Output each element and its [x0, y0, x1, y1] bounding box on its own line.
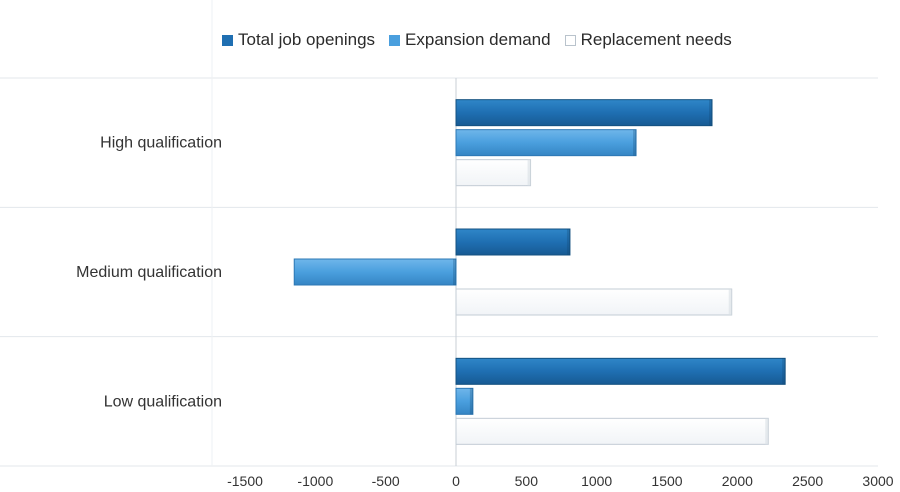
bar — [455, 387, 474, 415]
bar-edge — [566, 229, 570, 255]
x-tick-label: -1500 — [227, 473, 263, 489]
legend-label-replacement: Replacement needs — [580, 30, 732, 49]
legend-item-replacement-needs: Replacement needs — [564, 30, 732, 50]
legend-swatch-total — [222, 34, 233, 46]
x-tick-label: 0 — [452, 473, 460, 489]
bar-edge — [453, 259, 456, 285]
legend-item-total-job-openings: Total job openings — [222, 30, 375, 50]
bar — [455, 357, 786, 385]
bar-edge — [633, 129, 637, 156]
bar-edge — [782, 358, 786, 385]
bar — [455, 288, 733, 316]
chart-legend: Total job openings Expansion demand Repl… — [222, 30, 732, 50]
bar — [455, 228, 571, 256]
x-tick-label: 2000 — [722, 473, 753, 489]
bar — [455, 159, 532, 187]
bar — [293, 258, 457, 286]
legend-label-total: Total job openings — [238, 30, 376, 49]
x-tick-label: -500 — [372, 473, 400, 489]
bar-edge — [527, 159, 531, 186]
bar-edge — [728, 289, 732, 315]
x-tick-label: 2500 — [792, 473, 823, 489]
x-tick-label: 1000 — [581, 473, 612, 489]
bar — [455, 99, 713, 127]
category-label: Medium qualification — [76, 264, 222, 281]
bar — [455, 417, 769, 445]
bar-edge — [469, 388, 473, 415]
x-tick-label: 3000 — [862, 473, 893, 489]
x-tick-label: -1000 — [297, 473, 333, 489]
legend-swatch-replacement — [564, 34, 576, 46]
legend-item-expansion-demand: Expansion demand — [389, 30, 551, 50]
x-tick-label: 1500 — [651, 473, 682, 489]
category-label: High qualification — [100, 135, 222, 152]
bar-edge — [709, 99, 713, 126]
bar-edge — [765, 418, 769, 445]
bar — [455, 129, 637, 157]
category-label: Low qualification — [104, 393, 222, 410]
legend-swatch-expansion — [389, 34, 401, 46]
legend-label-expansion: Expansion demand — [405, 30, 551, 49]
x-tick-label: 500 — [515, 473, 539, 489]
